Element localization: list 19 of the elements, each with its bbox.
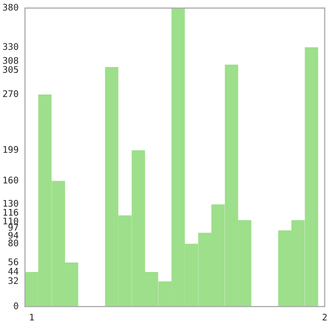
y-tick-label: 270 [3, 90, 18, 98]
y-tick-label: 116 [4, 208, 18, 216]
y-tick-label: 56 [8, 258, 18, 266]
y-tick-label: 380 [3, 4, 18, 11]
x-tick-label: 1 [30, 314, 34, 320]
y-tick-label: 305 [3, 66, 18, 73]
y-tick-label: 94 [8, 232, 18, 239]
y-tick-label: 160 [4, 176, 18, 184]
y-tick-label: 199 [4, 146, 18, 153]
y-tick-label: 0 [14, 302, 18, 310]
y-tick-label: 32 [8, 277, 18, 284]
y-tick-label: 97 [8, 224, 18, 231]
y-tick-label: 110 [4, 218, 18, 224]
y-tick-label: 330 [3, 43, 18, 50]
x-tick-label: 2 [322, 314, 327, 320]
y-tick-label: 308 [3, 57, 18, 64]
y-tick-label: 130 [4, 200, 18, 207]
y-tick-label: 80 [8, 240, 18, 246]
y-tick-label: 44 [8, 268, 18, 275]
